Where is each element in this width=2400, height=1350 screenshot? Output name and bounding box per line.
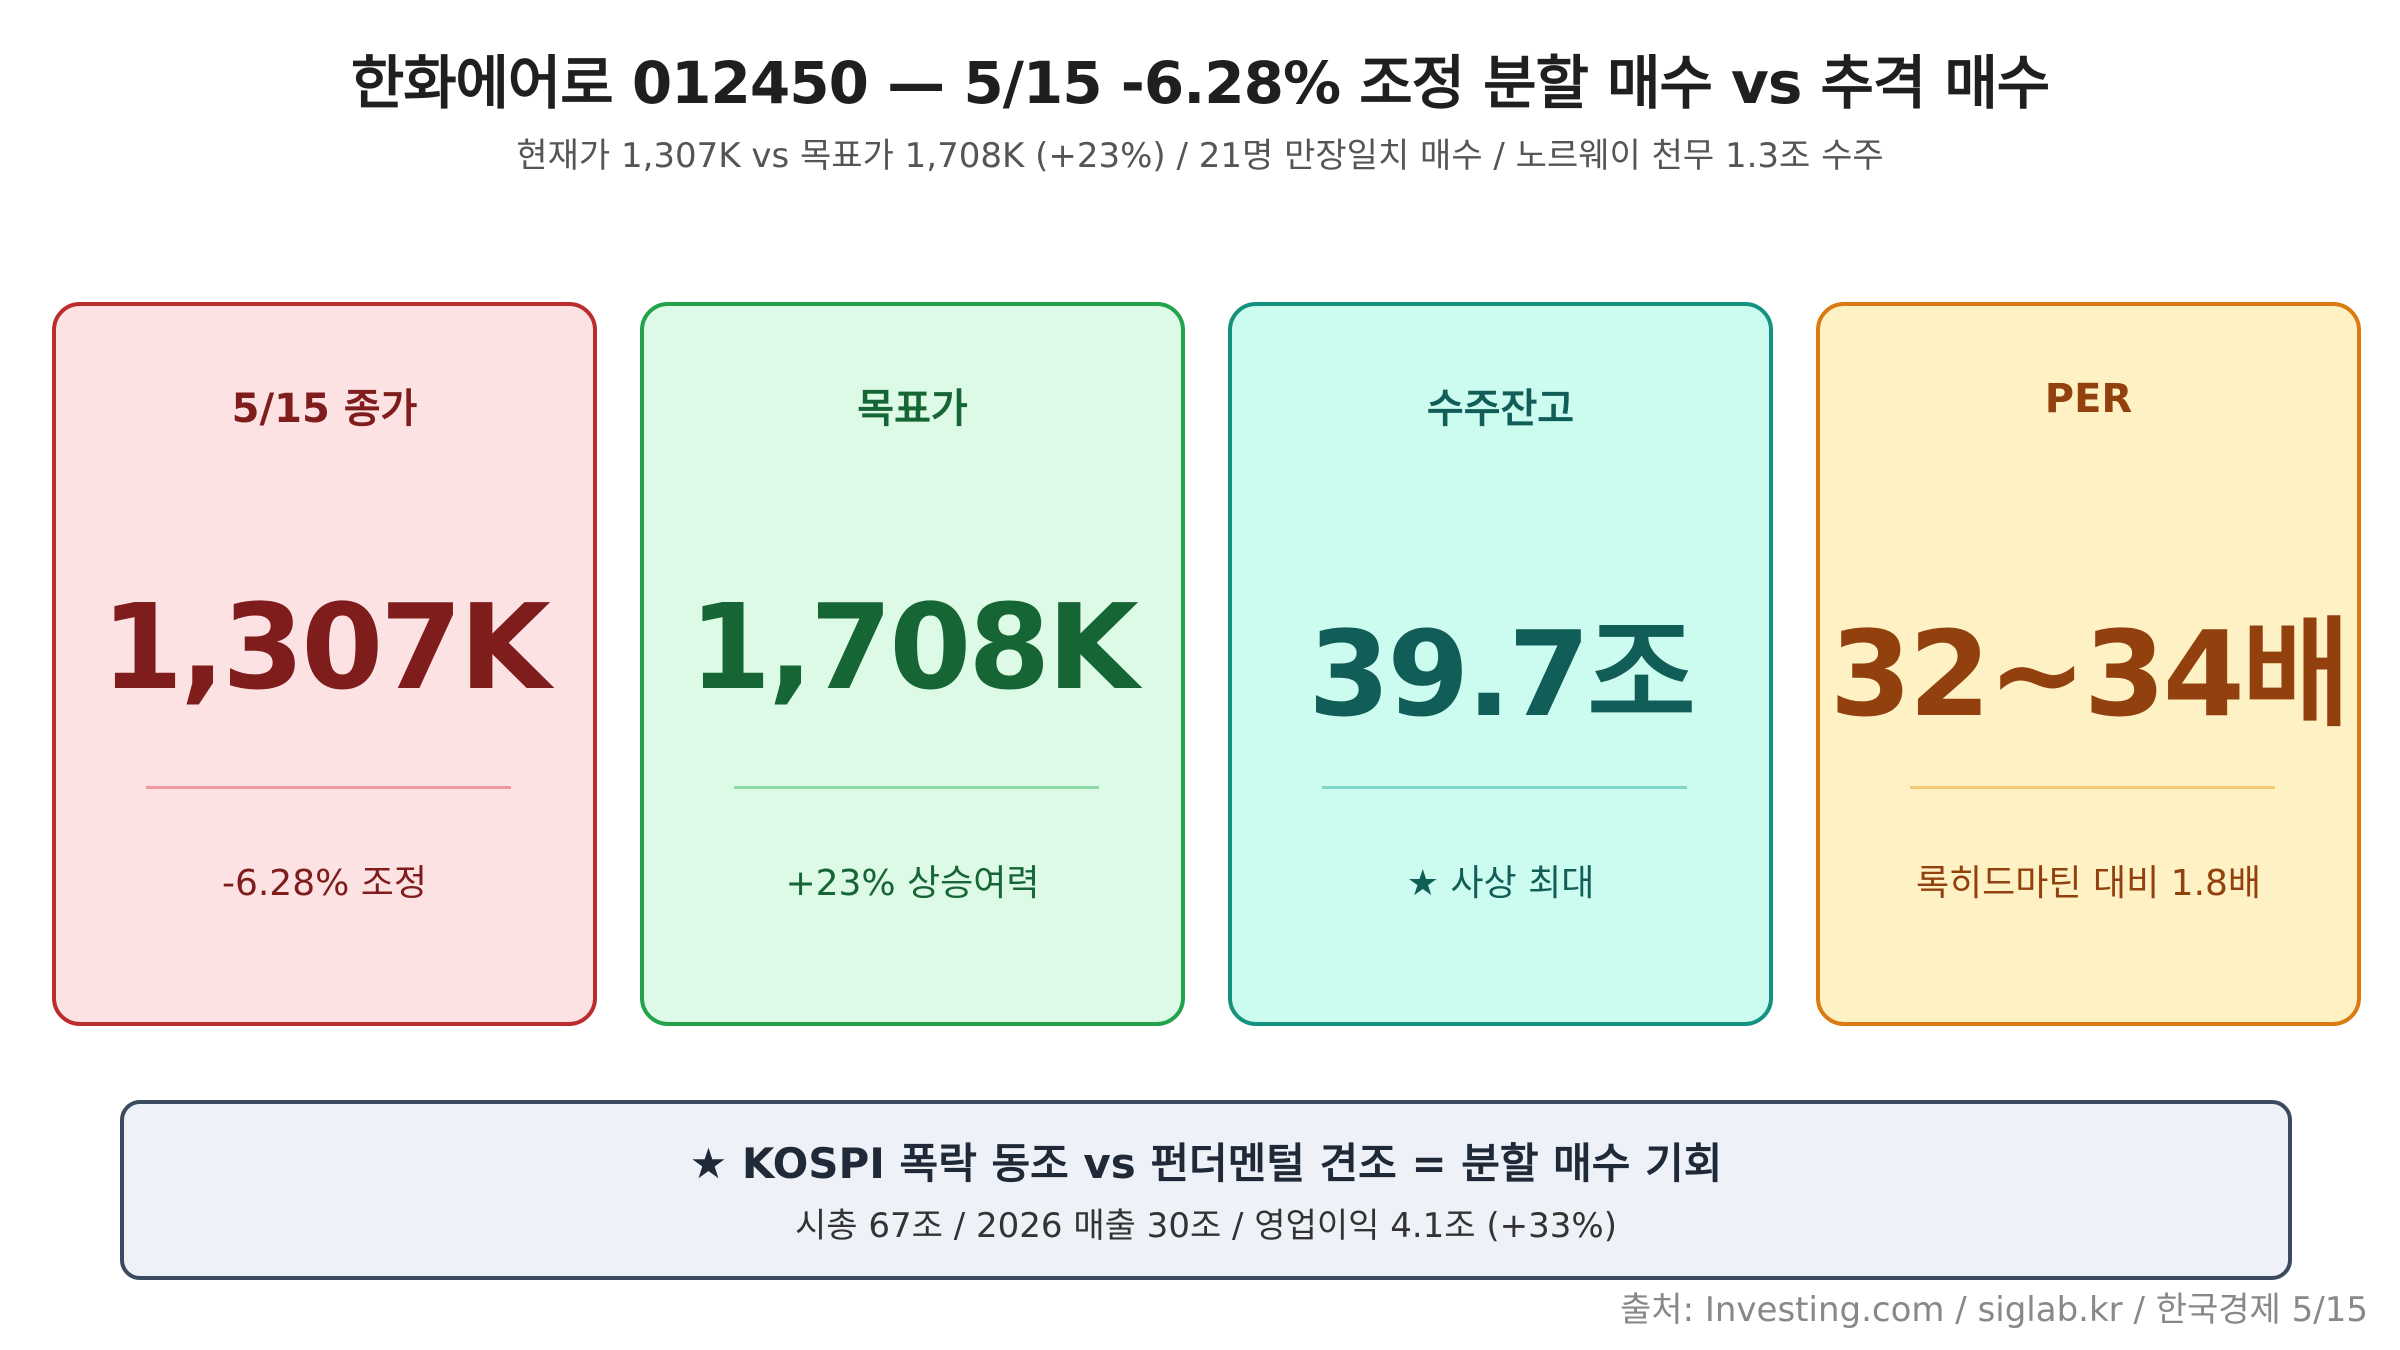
summary-headline: ★ KOSPI 폭락 동조 vs 펀더멘털 견조 = 분할 매수 기회 (689, 1139, 1723, 1188)
card-label: 5/15 종가 (231, 386, 418, 432)
card-order-backlog: 수주잔고 39.7조 ★ 사상 최대 (1228, 302, 1773, 1026)
card-value: 1,708K (689, 578, 1139, 716)
card-note: -6.28% 조정 (221, 863, 428, 904)
page-title: 한화에어로 012450 — 5/15 -6.28% 조정 분할 매수 vs 추… (350, 49, 2050, 117)
source-note: 출처: Investing.com / siglab.kr / 한국경제 5/1… (1620, 1290, 2368, 1330)
card-value: 39.7조 (1308, 605, 1696, 743)
card-label: PER (2044, 376, 2133, 422)
card-note: 록히드마틴 대비 1.8배 (1915, 863, 2262, 904)
card-closing-price: 5/15 종가 1,307K -6.28% 조정 (52, 302, 597, 1026)
card-per: PER 32~34배 록히드마틴 대비 1.8배 (1816, 302, 2361, 1026)
card-note: +23% 상승여력 (785, 863, 1040, 904)
card-divider (146, 786, 511, 789)
card-value: 32~34배 (1829, 605, 2351, 743)
card-value: 1,307K (101, 578, 551, 716)
card-divider (1910, 786, 2275, 789)
card-note: ★ 사상 최대 (1406, 863, 1595, 904)
page-subtitle: 현재가 1,307K vs 목표가 1,708K (+23%) / 21명 만장… (516, 136, 1884, 176)
card-target-price: 목표가 1,708K +23% 상승여력 (640, 302, 1185, 1026)
summary-detail: 시총 67조 / 2026 매출 30조 / 영업이익 4.1조 (+33%) (795, 1206, 1617, 1246)
card-divider (734, 786, 1099, 789)
card-divider (1322, 786, 1687, 789)
card-label: 수주잔고 (1426, 386, 1575, 432)
card-label: 목표가 (857, 386, 968, 432)
summary-box: ★ KOSPI 폭락 동조 vs 펀더멘털 견조 = 분할 매수 기회 시총 6… (120, 1100, 2292, 1280)
